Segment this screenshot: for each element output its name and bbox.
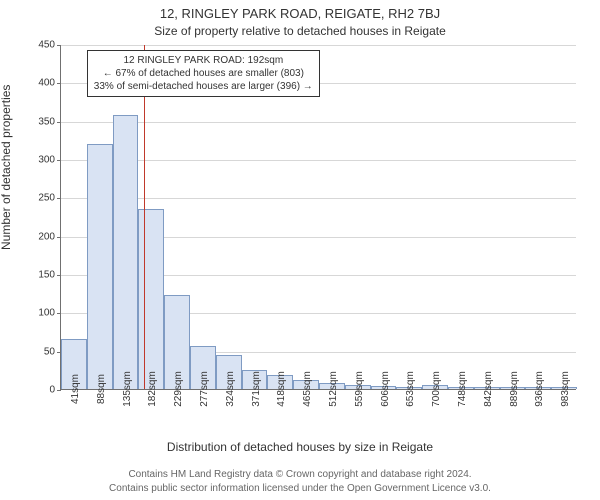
x-tick-label: 889sqm — [509, 371, 520, 407]
y-tick-label: 350 — [15, 116, 61, 127]
y-tick-label: 50 — [15, 346, 61, 357]
histogram-bar — [113, 115, 139, 389]
x-tick-label: 88sqm — [96, 374, 107, 404]
x-tick-label: 324sqm — [225, 371, 236, 407]
y-tick-label: 400 — [15, 78, 61, 89]
page: 12, RINGLEY PARK ROAD, REIGATE, RH2 7BJ … — [0, 0, 600, 500]
page-title: 12, RINGLEY PARK ROAD, REIGATE, RH2 7BJ — [0, 6, 600, 21]
x-tick-label: 229sqm — [173, 371, 184, 407]
y-tick-label: 150 — [15, 270, 61, 281]
y-tick-label: 300 — [15, 155, 61, 166]
annotation-line-2: ← 67% of detached houses are smaller (80… — [94, 67, 313, 80]
footnote-1: Contains HM Land Registry data © Crown c… — [0, 469, 600, 480]
footnote-2: Contains public sector information licen… — [0, 483, 600, 494]
histogram-bar — [87, 144, 113, 389]
x-tick-label: 606sqm — [380, 371, 391, 407]
page-subtitle: Size of property relative to detached ho… — [0, 24, 600, 38]
x-tick-label: 842sqm — [483, 371, 494, 407]
x-tick-label: 182sqm — [147, 371, 158, 407]
x-tick-label: 983sqm — [560, 371, 571, 407]
y-axis-label: Number of detached properties — [0, 85, 13, 250]
x-tick-label: 653sqm — [405, 371, 416, 407]
gridline — [61, 45, 576, 46]
plot-area: 05010015020025030035040045041sqm88sqm135… — [60, 45, 576, 390]
x-axis-label: Distribution of detached houses by size … — [0, 440, 600, 454]
x-tick-label: 936sqm — [534, 371, 545, 407]
y-tick-label: 250 — [15, 193, 61, 204]
x-tick-label: 559sqm — [354, 371, 365, 407]
x-tick-label: 135sqm — [122, 371, 133, 407]
annotation-line-1: 12 RINGLEY PARK ROAD: 192sqm — [94, 54, 313, 67]
x-tick-label: 748sqm — [457, 371, 468, 407]
annotation-line-3: 33% of semi-detached houses are larger (… — [94, 80, 313, 93]
x-tick-label: 418sqm — [276, 371, 287, 407]
annotation-box: 12 RINGLEY PARK ROAD: 192sqm ← 67% of de… — [87, 50, 320, 97]
x-tick-label: 512sqm — [328, 371, 339, 407]
x-tick-label: 277sqm — [199, 371, 210, 407]
histogram-bar — [138, 209, 164, 389]
x-tick-label: 371sqm — [251, 371, 262, 407]
x-tick-label: 41sqm — [70, 374, 81, 404]
y-tick-label: 0 — [15, 385, 61, 396]
x-tick-label: 465sqm — [302, 371, 313, 407]
y-tick-label: 200 — [15, 231, 61, 242]
y-tick-label: 100 — [15, 308, 61, 319]
x-tick-label: 700sqm — [431, 371, 442, 407]
y-tick-label: 450 — [15, 40, 61, 51]
